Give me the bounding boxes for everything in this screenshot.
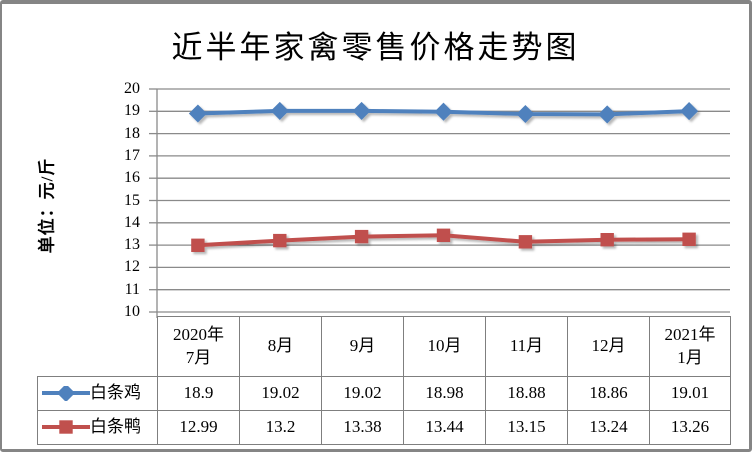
y-tick-label: 16 xyxy=(124,169,140,187)
series-白条鸡 xyxy=(188,101,699,124)
table-header-cell: 2021年 1月 xyxy=(649,316,731,377)
y-axis-title: 单位：元/斤 xyxy=(37,157,57,254)
y-tick-label: 15 xyxy=(124,191,140,209)
table-header-cell: 8月 xyxy=(239,316,322,377)
data-point-square-marker xyxy=(436,228,451,242)
table-value-cell: 12.99 xyxy=(157,410,240,445)
data-point-square-marker xyxy=(354,229,369,244)
table-value-cell: 19.01 xyxy=(649,376,731,411)
data-point-diamond-marker xyxy=(352,101,371,120)
y-tick-label: 13 xyxy=(124,236,140,254)
table-value-cell: 13.15 xyxy=(485,410,568,445)
table-header-cell: 12月 xyxy=(567,316,650,377)
plot-area xyxy=(149,88,730,318)
table-value-cell: 13.26 xyxy=(649,410,731,445)
table-value-cell: 18.86 xyxy=(567,376,650,411)
legend-diamond-icon xyxy=(42,386,90,401)
legend-series-label: 白条鸭 xyxy=(90,417,141,437)
table-row: 白条鸭 12.99 13.2 13.38 13.44 13.15 13.24 13.26 xyxy=(37,410,731,445)
data-point-square-marker xyxy=(518,235,533,249)
data-point-diamond-marker xyxy=(516,104,535,124)
legend-square-icon xyxy=(42,420,90,434)
table-corner-cell xyxy=(38,317,158,377)
data-point-square-marker xyxy=(191,238,205,252)
chart-title: 近半年家禽零售价格走势图 xyxy=(171,30,580,65)
y-tick-label: 11 xyxy=(124,280,140,298)
table-value-cell: 13.38 xyxy=(321,410,404,445)
legend-entry: 白条鸡 xyxy=(39,382,157,404)
y-tick-label: 20 xyxy=(124,80,140,97)
data-point-diamond-marker xyxy=(270,101,289,120)
table-value-cell: 18.98 xyxy=(403,376,486,411)
y-tick-label: 14 xyxy=(124,213,140,231)
data-point-square-marker xyxy=(600,233,614,247)
table-header-cell: 11月 xyxy=(485,316,568,377)
data-point-diamond-marker xyxy=(188,104,207,123)
data-point-diamond-marker xyxy=(598,105,617,124)
legend-entry: 白条鸭 xyxy=(39,416,157,438)
table-value-cell: 13.24 xyxy=(567,410,650,445)
y-tick-label: 19 xyxy=(124,102,140,120)
series-白条鸭 xyxy=(191,228,696,252)
table-row: 白条鸡 18.9 19.02 19.02 18.98 18.88 18.86 19.01 xyxy=(37,376,731,411)
data-point-square-marker xyxy=(682,232,696,246)
data-point-diamond-marker xyxy=(680,102,699,121)
table-value-cell: 18.9 xyxy=(157,376,240,411)
y-tick-label: 12 xyxy=(124,258,140,276)
legend-cell: 白条鸭 xyxy=(37,410,158,445)
legend-cell: 白条鸡 xyxy=(37,376,158,411)
y-tick-label: 10 xyxy=(124,303,140,320)
table-value-cell: 13.2 xyxy=(239,410,322,445)
data-point-square-marker xyxy=(273,233,287,248)
table-header-cell: 2020年 7月 xyxy=(157,316,240,377)
table-value-cell: 19.02 xyxy=(239,376,322,411)
table-value-cell: 13.44 xyxy=(403,410,486,445)
table-header-cell: 10月 xyxy=(403,316,486,377)
table-value-cell: 18.88 xyxy=(485,376,568,411)
y-tick-label: 17 xyxy=(124,146,140,164)
data-table: 2020年 7月 8月 9月 10月 11月 12月 2021年 1月 白条鸡 18.9 19.0… xyxy=(37,316,731,445)
table-header-cell: 9月 xyxy=(321,316,404,377)
table-value-cell: 19.02 xyxy=(321,376,404,411)
legend-series-label: 白条鸡 xyxy=(90,383,141,403)
y-tick-label: 18 xyxy=(124,124,140,142)
data-point-diamond-marker xyxy=(434,102,453,121)
